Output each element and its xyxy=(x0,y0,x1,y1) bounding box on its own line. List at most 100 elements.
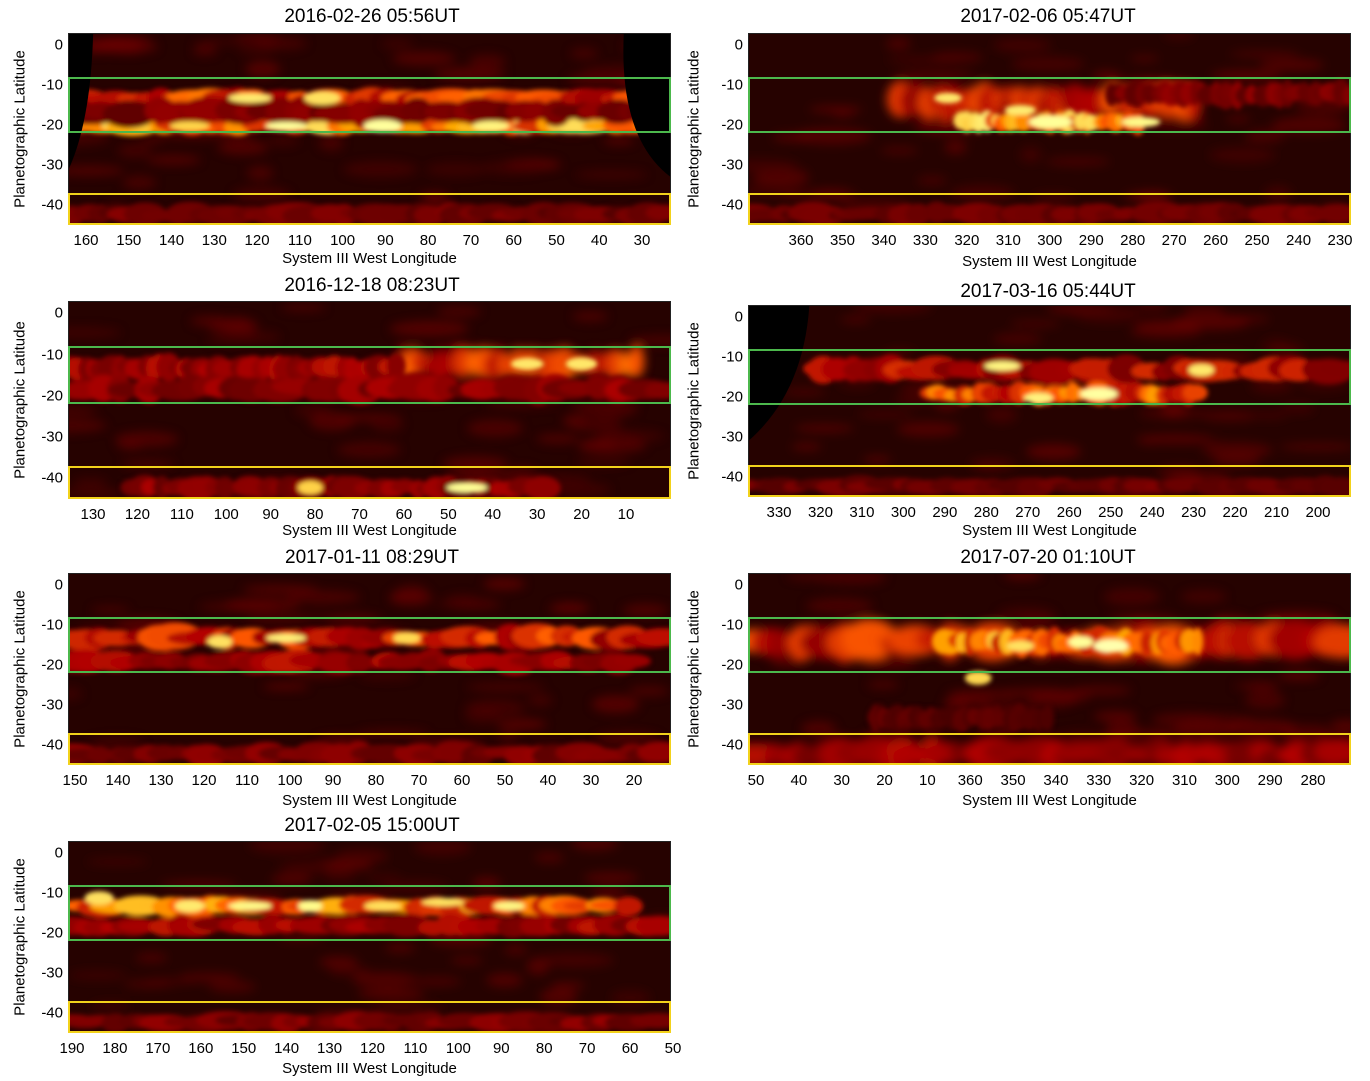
x-tick-label: 130 xyxy=(201,232,227,249)
x-tick-label: 360 xyxy=(957,772,983,789)
y-tick-label: -10 xyxy=(721,616,743,634)
y-tick-label: 0 xyxy=(54,576,63,594)
cloud-texture xyxy=(886,37,911,51)
x-tick-label: 110 xyxy=(403,1040,428,1057)
bright-convective-spot xyxy=(1006,640,1034,652)
cloud-band-segment xyxy=(1313,737,1350,764)
bright-convective-spot xyxy=(1004,104,1037,116)
cloud-texture xyxy=(575,170,648,179)
cloud-texture xyxy=(309,412,355,431)
panel-title: 2016-02-26 05:56UT xyxy=(284,6,460,27)
x-tick-label: 120 xyxy=(124,506,150,523)
cloud-texture xyxy=(840,315,871,324)
x-tick-label: 60 xyxy=(505,232,523,249)
x-tick-label: 10 xyxy=(617,506,635,523)
x-tick-label: 20 xyxy=(876,772,893,789)
cloud-texture xyxy=(232,187,291,203)
cloud-texture xyxy=(465,699,526,717)
bright-convective-spot xyxy=(1023,392,1054,404)
cloud-texture xyxy=(791,442,822,451)
x-tick-label: 340 xyxy=(871,232,897,249)
cloud-texture xyxy=(896,421,960,437)
x-tick-label: 330 xyxy=(912,232,938,249)
cloud-texture xyxy=(782,388,826,396)
cloud-texture xyxy=(140,135,164,145)
x-tick-label: 240 xyxy=(1286,232,1312,249)
x-tick-label: 290 xyxy=(1078,232,1104,249)
equatorial-region-box xyxy=(68,885,671,941)
x-tick-label: 280 xyxy=(1300,772,1326,789)
y-tick-label: 0 xyxy=(54,304,63,322)
y-tick-label: -20 xyxy=(41,656,63,674)
cloud-texture xyxy=(534,953,615,968)
cloud-band-segment xyxy=(1315,203,1350,224)
cloud-texture xyxy=(381,38,413,50)
x-tick-label: 140 xyxy=(105,772,131,789)
x-tick-label: 120 xyxy=(244,232,270,249)
x-tick-label: 30 xyxy=(528,506,546,523)
southern-region-box xyxy=(748,733,1351,765)
cloud-texture xyxy=(248,842,326,854)
y-tick-label: -10 xyxy=(41,616,63,634)
cloud-band-segment xyxy=(645,204,670,221)
y-tick-label: -20 xyxy=(41,116,63,134)
y-tick-label: -40 xyxy=(721,736,743,754)
equatorial-region-box xyxy=(68,77,671,133)
x-tick-label: 90 xyxy=(492,1040,510,1057)
x-tick-label: 280 xyxy=(1120,232,1146,249)
cloud-texture xyxy=(1130,325,1202,338)
cloud-texture xyxy=(224,597,301,612)
x-tick-label: 230 xyxy=(1181,504,1207,521)
y-tick-label: -10 xyxy=(41,884,63,902)
bright-convective-spot xyxy=(1121,117,1161,127)
y-tick-label: -40 xyxy=(41,736,63,754)
cloud-band-segment xyxy=(523,475,561,498)
cloud-texture xyxy=(192,46,218,56)
x-tick-label: 250 xyxy=(1098,504,1124,521)
x-tick-label: 300 xyxy=(1037,232,1063,249)
panel-title: 2017-01-11 08:29UT xyxy=(285,547,459,568)
southern-region-box xyxy=(748,193,1351,225)
southern-region-box xyxy=(68,1001,671,1033)
x-tick-label: 30 xyxy=(833,772,851,789)
bright-convective-spot xyxy=(1188,364,1215,376)
cloud-texture xyxy=(92,40,158,54)
southern-region-box xyxy=(68,193,671,225)
x-tick-label: 70 xyxy=(410,772,428,789)
cloud-texture xyxy=(577,440,617,452)
y-tick-label: -20 xyxy=(721,116,743,134)
x-tick-label: 240 xyxy=(1139,504,1165,521)
bright-convective-spot xyxy=(1093,639,1129,653)
x-tick-label: 120 xyxy=(191,772,217,789)
cloud-texture xyxy=(423,192,451,207)
cloud-texture xyxy=(246,165,274,181)
southern-region-box xyxy=(748,465,1351,497)
cloud-texture xyxy=(262,682,310,691)
y-axis-label: Planetographic Latitude xyxy=(685,590,703,748)
x-tick-label: 140 xyxy=(274,1040,300,1057)
cloud-band-segment xyxy=(1342,85,1350,106)
cloud-texture xyxy=(324,613,381,625)
x-tick-label: 90 xyxy=(262,506,279,523)
y-tick-label: -30 xyxy=(41,964,63,982)
bright-convective-spot xyxy=(298,900,323,912)
cloud-band-segment xyxy=(635,628,670,647)
x-tick-label: 50 xyxy=(439,506,457,523)
cloud-texture xyxy=(1163,34,1194,40)
x-tick-label: 290 xyxy=(932,504,958,521)
cloud-texture xyxy=(337,441,401,458)
x-tick-label: 350 xyxy=(1000,772,1026,789)
cloud-texture xyxy=(1032,193,1076,204)
cloud-texture xyxy=(867,680,899,689)
cloud-band-segment xyxy=(386,353,406,379)
x-tick-label: 330 xyxy=(766,504,792,521)
cloud-texture xyxy=(436,305,481,318)
bright-convective-spot xyxy=(304,91,341,105)
x-tick-label: 60 xyxy=(453,772,471,789)
cloud-texture xyxy=(1003,574,1041,580)
cloud-texture xyxy=(1278,671,1321,681)
cloud-texture xyxy=(389,589,433,606)
bright-convective-spot xyxy=(493,901,525,911)
bright-convective-spot xyxy=(1079,387,1118,401)
cloud-band-segment xyxy=(1321,360,1350,377)
